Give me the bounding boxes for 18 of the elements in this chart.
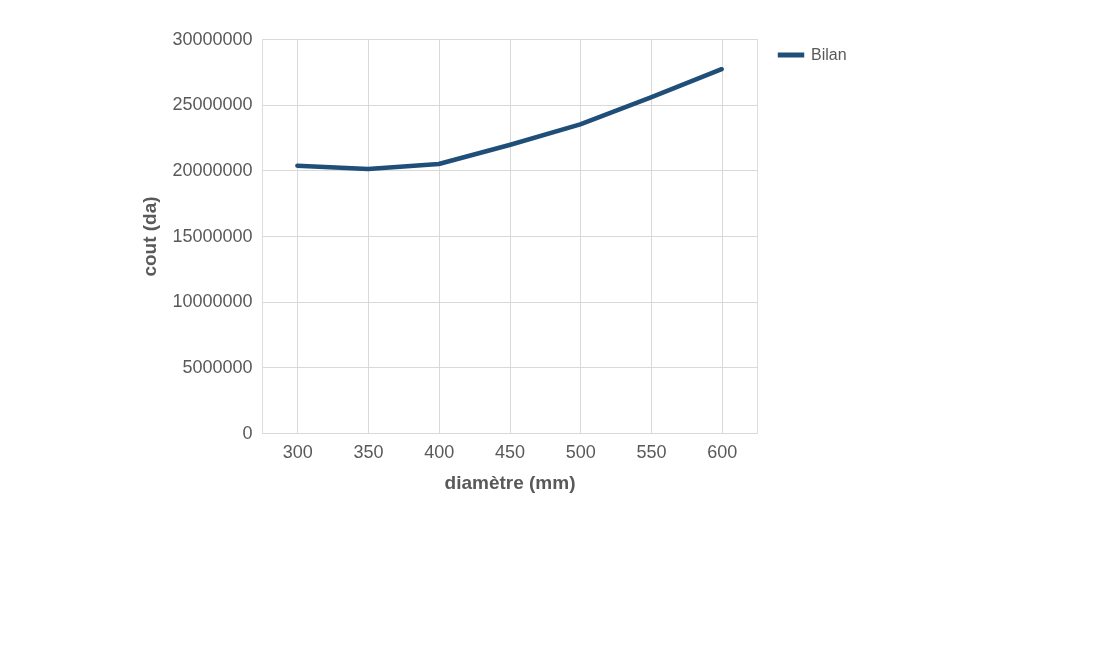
y-tick-label: 0 <box>242 422 253 443</box>
x-tick-label: 300 <box>282 441 313 462</box>
x-tick-label: 500 <box>565 441 596 462</box>
y-axis-title: cout (da) <box>139 196 161 277</box>
x-tick-label: 600 <box>707 441 738 462</box>
y-tick-label: 10000000 <box>172 291 253 312</box>
y-tick-label: 30000000 <box>172 28 253 49</box>
legend-label: Bilan <box>811 46 847 63</box>
y-tick-label: 5000000 <box>182 356 253 377</box>
x-axis-title: diamètre (mm) <box>444 471 576 493</box>
x-tick-label: 550 <box>636 441 667 462</box>
x-tick-label: 400 <box>424 441 455 462</box>
x-tick-label: 350 <box>353 441 384 462</box>
y-tick-label: 25000000 <box>172 94 253 115</box>
y-tick-label: 15000000 <box>172 225 253 246</box>
y-tick-label: 20000000 <box>172 159 253 180</box>
line-series <box>295 66 724 172</box>
x-tick-label: 450 <box>494 441 526 462</box>
